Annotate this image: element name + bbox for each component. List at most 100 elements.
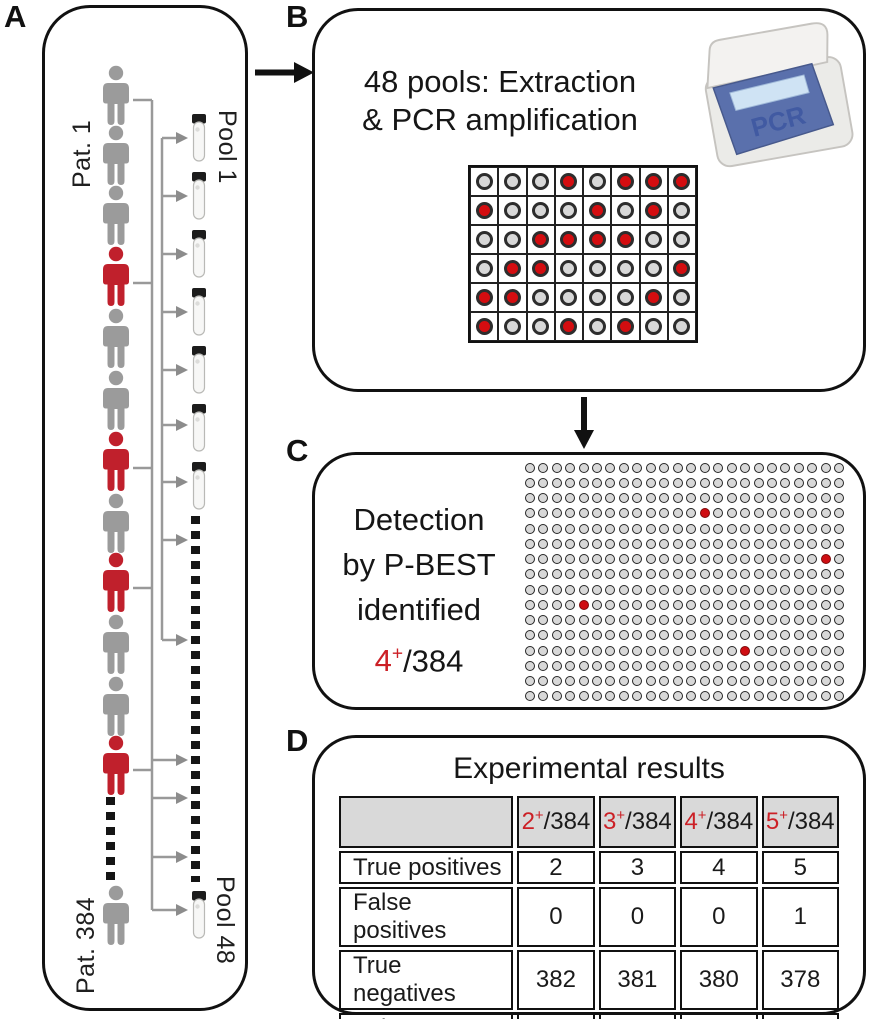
sample-well-negative (753, 569, 764, 580)
sample-well-negative (538, 599, 549, 610)
pool-well-dot-positive (588, 231, 606, 248)
sample-well-negative (713, 584, 724, 595)
sample-well-negative (780, 554, 791, 565)
sample-well-negative (740, 660, 751, 671)
table-column-header: 3+/384 (598, 796, 677, 848)
pool-well-dot-positive (532, 260, 550, 277)
sample-well-negative (551, 493, 562, 504)
sample-well-negative (766, 584, 777, 595)
sample-well-negative (820, 630, 831, 641)
sample-well-negative (659, 615, 670, 626)
pool-well (667, 225, 696, 254)
sample-well-negative (793, 691, 804, 702)
sample-well-negative (632, 508, 643, 519)
sample-well-negative (726, 645, 737, 656)
sample-well-negative (659, 538, 670, 549)
positives-count: 4 (374, 643, 392, 679)
sample-well-negative (740, 523, 751, 534)
sample-well-negative (618, 477, 629, 488)
sample-well-negative (551, 477, 562, 488)
pool-well (667, 254, 696, 283)
sample-well-negative (672, 554, 683, 565)
patient-icon-red (103, 431, 129, 491)
table-corner-cell (339, 796, 514, 848)
sample-well-negative (578, 462, 589, 473)
sample-well-negative (605, 645, 616, 656)
sample-well-negative (605, 584, 616, 595)
panel-label-c: C (286, 433, 309, 468)
panel-b-pcr: 48 pools: Extraction & PCR amplification… (312, 8, 866, 392)
sample-well-negative (713, 615, 724, 626)
pool-well (470, 312, 499, 341)
pool-well-dot-positive (503, 260, 521, 277)
pool-well-dot-negative (645, 318, 663, 335)
sample-well-negative (524, 660, 535, 671)
sample-well-negative (753, 477, 764, 488)
sample-well-negative (551, 462, 562, 473)
pool-well (611, 225, 640, 254)
pool-well (583, 254, 612, 283)
sample-well-negative (713, 508, 724, 519)
table-value-cell: 378 (761, 950, 839, 1010)
sample-well-negative (672, 538, 683, 549)
pool-well-dot-negative (532, 173, 550, 190)
pool-well (667, 167, 696, 196)
sample-well-negative (807, 554, 818, 565)
sample-well-negative (565, 523, 576, 534)
sample-well-negative (793, 584, 804, 595)
sample-well-negative (834, 584, 845, 595)
sample-well-negative (659, 645, 670, 656)
sample-well-negative (740, 569, 751, 580)
sample-well-negative (538, 615, 549, 626)
pool-well-dot-positive (673, 260, 691, 277)
sample-well-negative (807, 569, 818, 580)
sample-well-negative (659, 569, 670, 580)
sample-well-negative (820, 493, 831, 504)
sample-well-negative (820, 676, 831, 687)
pool-well (583, 225, 612, 254)
pool-well-dot-positive (560, 173, 578, 190)
sample-well-negative (699, 691, 710, 702)
sample-well-negative (699, 462, 710, 473)
sample-well-negative (645, 508, 656, 519)
sample-well-negative (538, 691, 549, 702)
sample-well-negative (820, 523, 831, 534)
pool-well-dot-negative (616, 202, 634, 219)
pool-well-dot-negative (616, 260, 634, 277)
sample-well-negative (672, 676, 683, 687)
sample-well-negative (834, 630, 845, 641)
pool-well (498, 283, 527, 312)
panel-a-patients-to-pools: Pat. 1 Pat. 384 Pool 1 Pool 48 (42, 5, 248, 1011)
pool-well (526, 196, 555, 225)
pool-well (667, 283, 696, 312)
sample-well-negative (686, 630, 697, 641)
sample-well-negative (740, 554, 751, 565)
sample-well-negative (793, 493, 804, 504)
sample-well-negative (834, 508, 845, 519)
pool-well-dot-positive (588, 202, 606, 219)
sample-well-negative (766, 660, 777, 671)
sample-well-negative (780, 599, 791, 610)
sample-well-negative (726, 584, 737, 595)
pool-well (498, 225, 527, 254)
sample-well-negative (565, 554, 576, 565)
pool-well (498, 167, 527, 196)
sample-well-negative (672, 660, 683, 671)
table-row: True positives 2 3 4 5 (339, 851, 839, 884)
sample-well-negative (592, 493, 602, 504)
sample-well-negative (820, 477, 831, 488)
table-value-cell: 5 (761, 851, 839, 884)
pool-well-dot-positive (475, 318, 493, 335)
sample-well-negative (753, 645, 764, 656)
pool-well-dot-positive (645, 289, 663, 306)
sample-well-negative (605, 523, 616, 534)
pool-tube-icon (192, 891, 206, 939)
patient-icon-gray (103, 308, 129, 368)
sample-well-negative (807, 615, 818, 626)
sample-well-negative (820, 615, 831, 626)
pool-well (611, 196, 640, 225)
sample-well-negative (793, 538, 804, 549)
sample-well-negative (766, 462, 777, 473)
sample-well-negative (834, 493, 845, 504)
sample-well-negative (672, 584, 683, 595)
